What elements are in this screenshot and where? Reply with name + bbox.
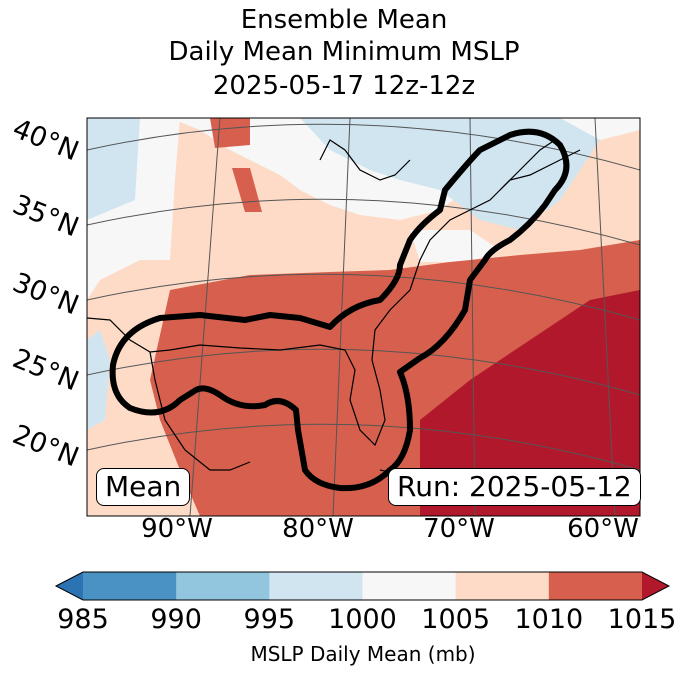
map-frame: [86, 117, 641, 517]
lon-label-90w: 90°W: [141, 514, 213, 544]
colorbar-tick-label: 1005: [421, 604, 491, 635]
mslp-field: [87, 118, 640, 516]
colorbar-cell: [362, 572, 457, 600]
colorbar-cell: [176, 572, 270, 600]
title-line-2: Daily Mean Minimum MSLP: [168, 37, 520, 67]
colorbar-label: MSLP Daily Mean (mb): [250, 642, 476, 666]
colorbar-tick-label: 995: [243, 604, 296, 635]
title-line-3: 2025-05-17 12z-12z: [212, 71, 476, 101]
colorbar-tick-label: 990: [150, 604, 202, 635]
lon-label-60w: 60°W: [567, 514, 639, 544]
colorbar-cell: [455, 572, 550, 600]
title-line-1: Ensemble Mean: [240, 5, 448, 35]
coastlines: [87, 139, 581, 491]
colorbar: [54, 571, 671, 601]
colorbar-extend-low: [56, 572, 83, 600]
colorbar-tick-label: 1000: [328, 604, 397, 635]
colorbar-tick-label: 1015: [607, 604, 677, 635]
colorbar-cell: [83, 572, 177, 600]
colorbar-extend-high: [642, 572, 669, 600]
lon-label-70w: 70°W: [423, 514, 495, 544]
run-date-badge: Run: 2025-05-12: [388, 468, 641, 506]
colorbar-cell: [548, 572, 643, 600]
mslp-contour: [109, 128, 570, 492]
colorbar-tick-label: 1010: [514, 604, 584, 635]
mean-badge: Mean: [96, 468, 191, 506]
graticule: [87, 118, 640, 516]
lon-label-80w: 80°W: [282, 514, 354, 544]
colorbar-cell: [269, 572, 363, 600]
colorbar-tick-label: 985: [57, 604, 109, 635]
